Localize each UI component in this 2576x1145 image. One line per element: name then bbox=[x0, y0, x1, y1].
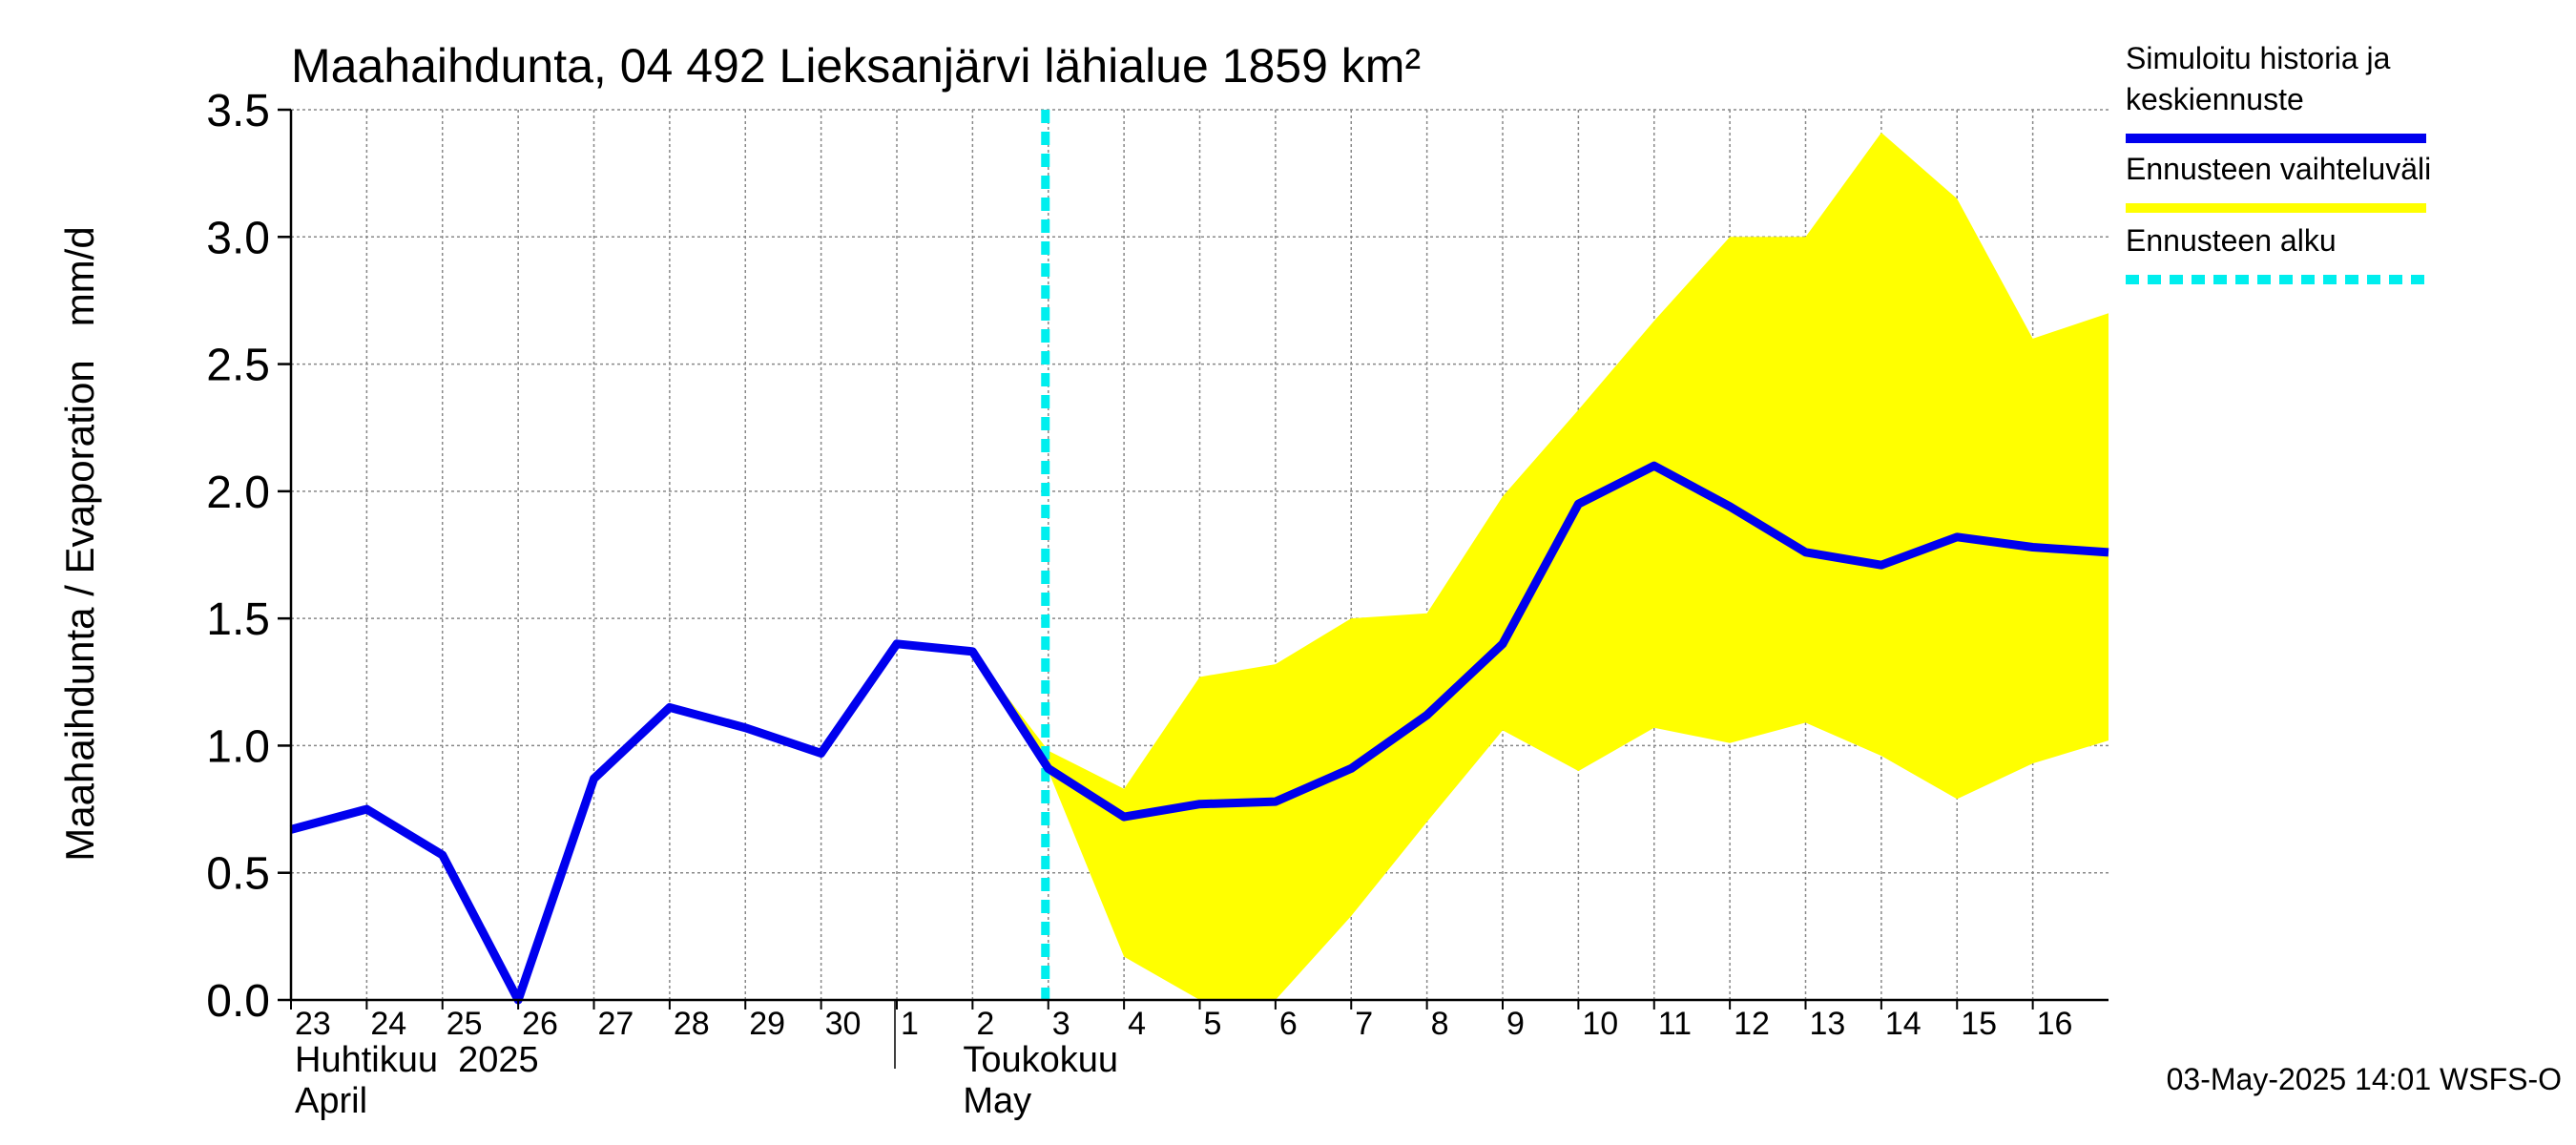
x-tick-label: 29 bbox=[749, 1006, 785, 1042]
x-tick-label: 11 bbox=[1658, 1006, 1692, 1042]
y-tick-label: 3.5 bbox=[206, 86, 270, 136]
series-lines bbox=[289, 461, 2109, 1005]
y-tick-label: 0.5 bbox=[206, 849, 270, 900]
y-tick-label: 2.0 bbox=[206, 468, 270, 518]
y-axis-label: Maahaihdunta / Evaporation mm/d bbox=[57, 226, 102, 861]
y-tick-label: 2.5 bbox=[206, 341, 270, 391]
month-label-english: April bbox=[295, 1081, 367, 1121]
x-tick-label: 16 bbox=[2037, 1006, 2073, 1042]
x-tick-label: 6 bbox=[1279, 1006, 1298, 1042]
x-tick-label: 28 bbox=[674, 1006, 710, 1042]
x-tick-label: 5 bbox=[1204, 1006, 1222, 1042]
chart-title: Maahaihdunta, 04 492 Lieksanjärvi lähial… bbox=[291, 39, 1421, 93]
legend-label: keskiennuste bbox=[2126, 82, 2304, 116]
legend: Simuloitu historia ja keskiennuste Ennuste… bbox=[2126, 41, 2431, 284]
x-tick-label: 27 bbox=[598, 1006, 634, 1042]
x-tick-label: 4 bbox=[1128, 1006, 1146, 1042]
x-tick-label: 23 bbox=[295, 1006, 331, 1042]
x-tick-label: 1 bbox=[901, 1006, 919, 1042]
y-tick-label: 3.0 bbox=[206, 213, 270, 263]
x-tick-label: 8 bbox=[1431, 1006, 1449, 1042]
x-tick-label: 14 bbox=[1885, 1006, 1922, 1042]
month-label: Huhtikuu 2025 bbox=[295, 1040, 539, 1080]
x-tick-label: 9 bbox=[1506, 1006, 1525, 1042]
x-tick-label: 12 bbox=[1734, 1006, 1770, 1042]
x-tick-label: 7 bbox=[1355, 1006, 1373, 1042]
timestamp-footer: 03-May-2025 14:01 WSFS-O bbox=[2167, 1062, 2562, 1096]
x-tick-label: 24 bbox=[370, 1006, 406, 1042]
legend-label: Simuloitu historia ja bbox=[2126, 41, 2391, 75]
x-tick-label: 30 bbox=[825, 1006, 862, 1042]
month-label: Toukokuu bbox=[963, 1040, 1118, 1080]
x-tick-labels: 23 24 25 26 27 28 29 30 1 2 3 4 5 6 7 8 9 10 11 12 13 14 15 16 bbox=[290, 1000, 2073, 1069]
x-tick-label: 15 bbox=[1961, 1006, 1997, 1042]
x-tick-label: 13 bbox=[1810, 1006, 1846, 1042]
legend-label: Ennusteen vaihteluväli bbox=[2126, 152, 2431, 186]
x-tick-label: 26 bbox=[522, 1006, 558, 1042]
y-tick-label: 1.0 bbox=[206, 721, 270, 772]
x-tick-label: 25 bbox=[447, 1006, 483, 1042]
y-tick-label: 1.5 bbox=[206, 594, 270, 645]
x-tick-label: 2 bbox=[976, 1006, 994, 1042]
x-tick-label: 3 bbox=[1052, 1006, 1070, 1042]
y-tick-labels: 0.0 0.5 1.0 1.5 2.0 2.5 3.0 3.5 bbox=[206, 86, 291, 1027]
x-tick-label: 10 bbox=[1582, 1006, 1618, 1042]
y-tick-label: 0.0 bbox=[206, 976, 270, 1027]
legend-label: Ennusteen alku bbox=[2126, 223, 2337, 258]
month-label-english: May bbox=[963, 1081, 1031, 1121]
